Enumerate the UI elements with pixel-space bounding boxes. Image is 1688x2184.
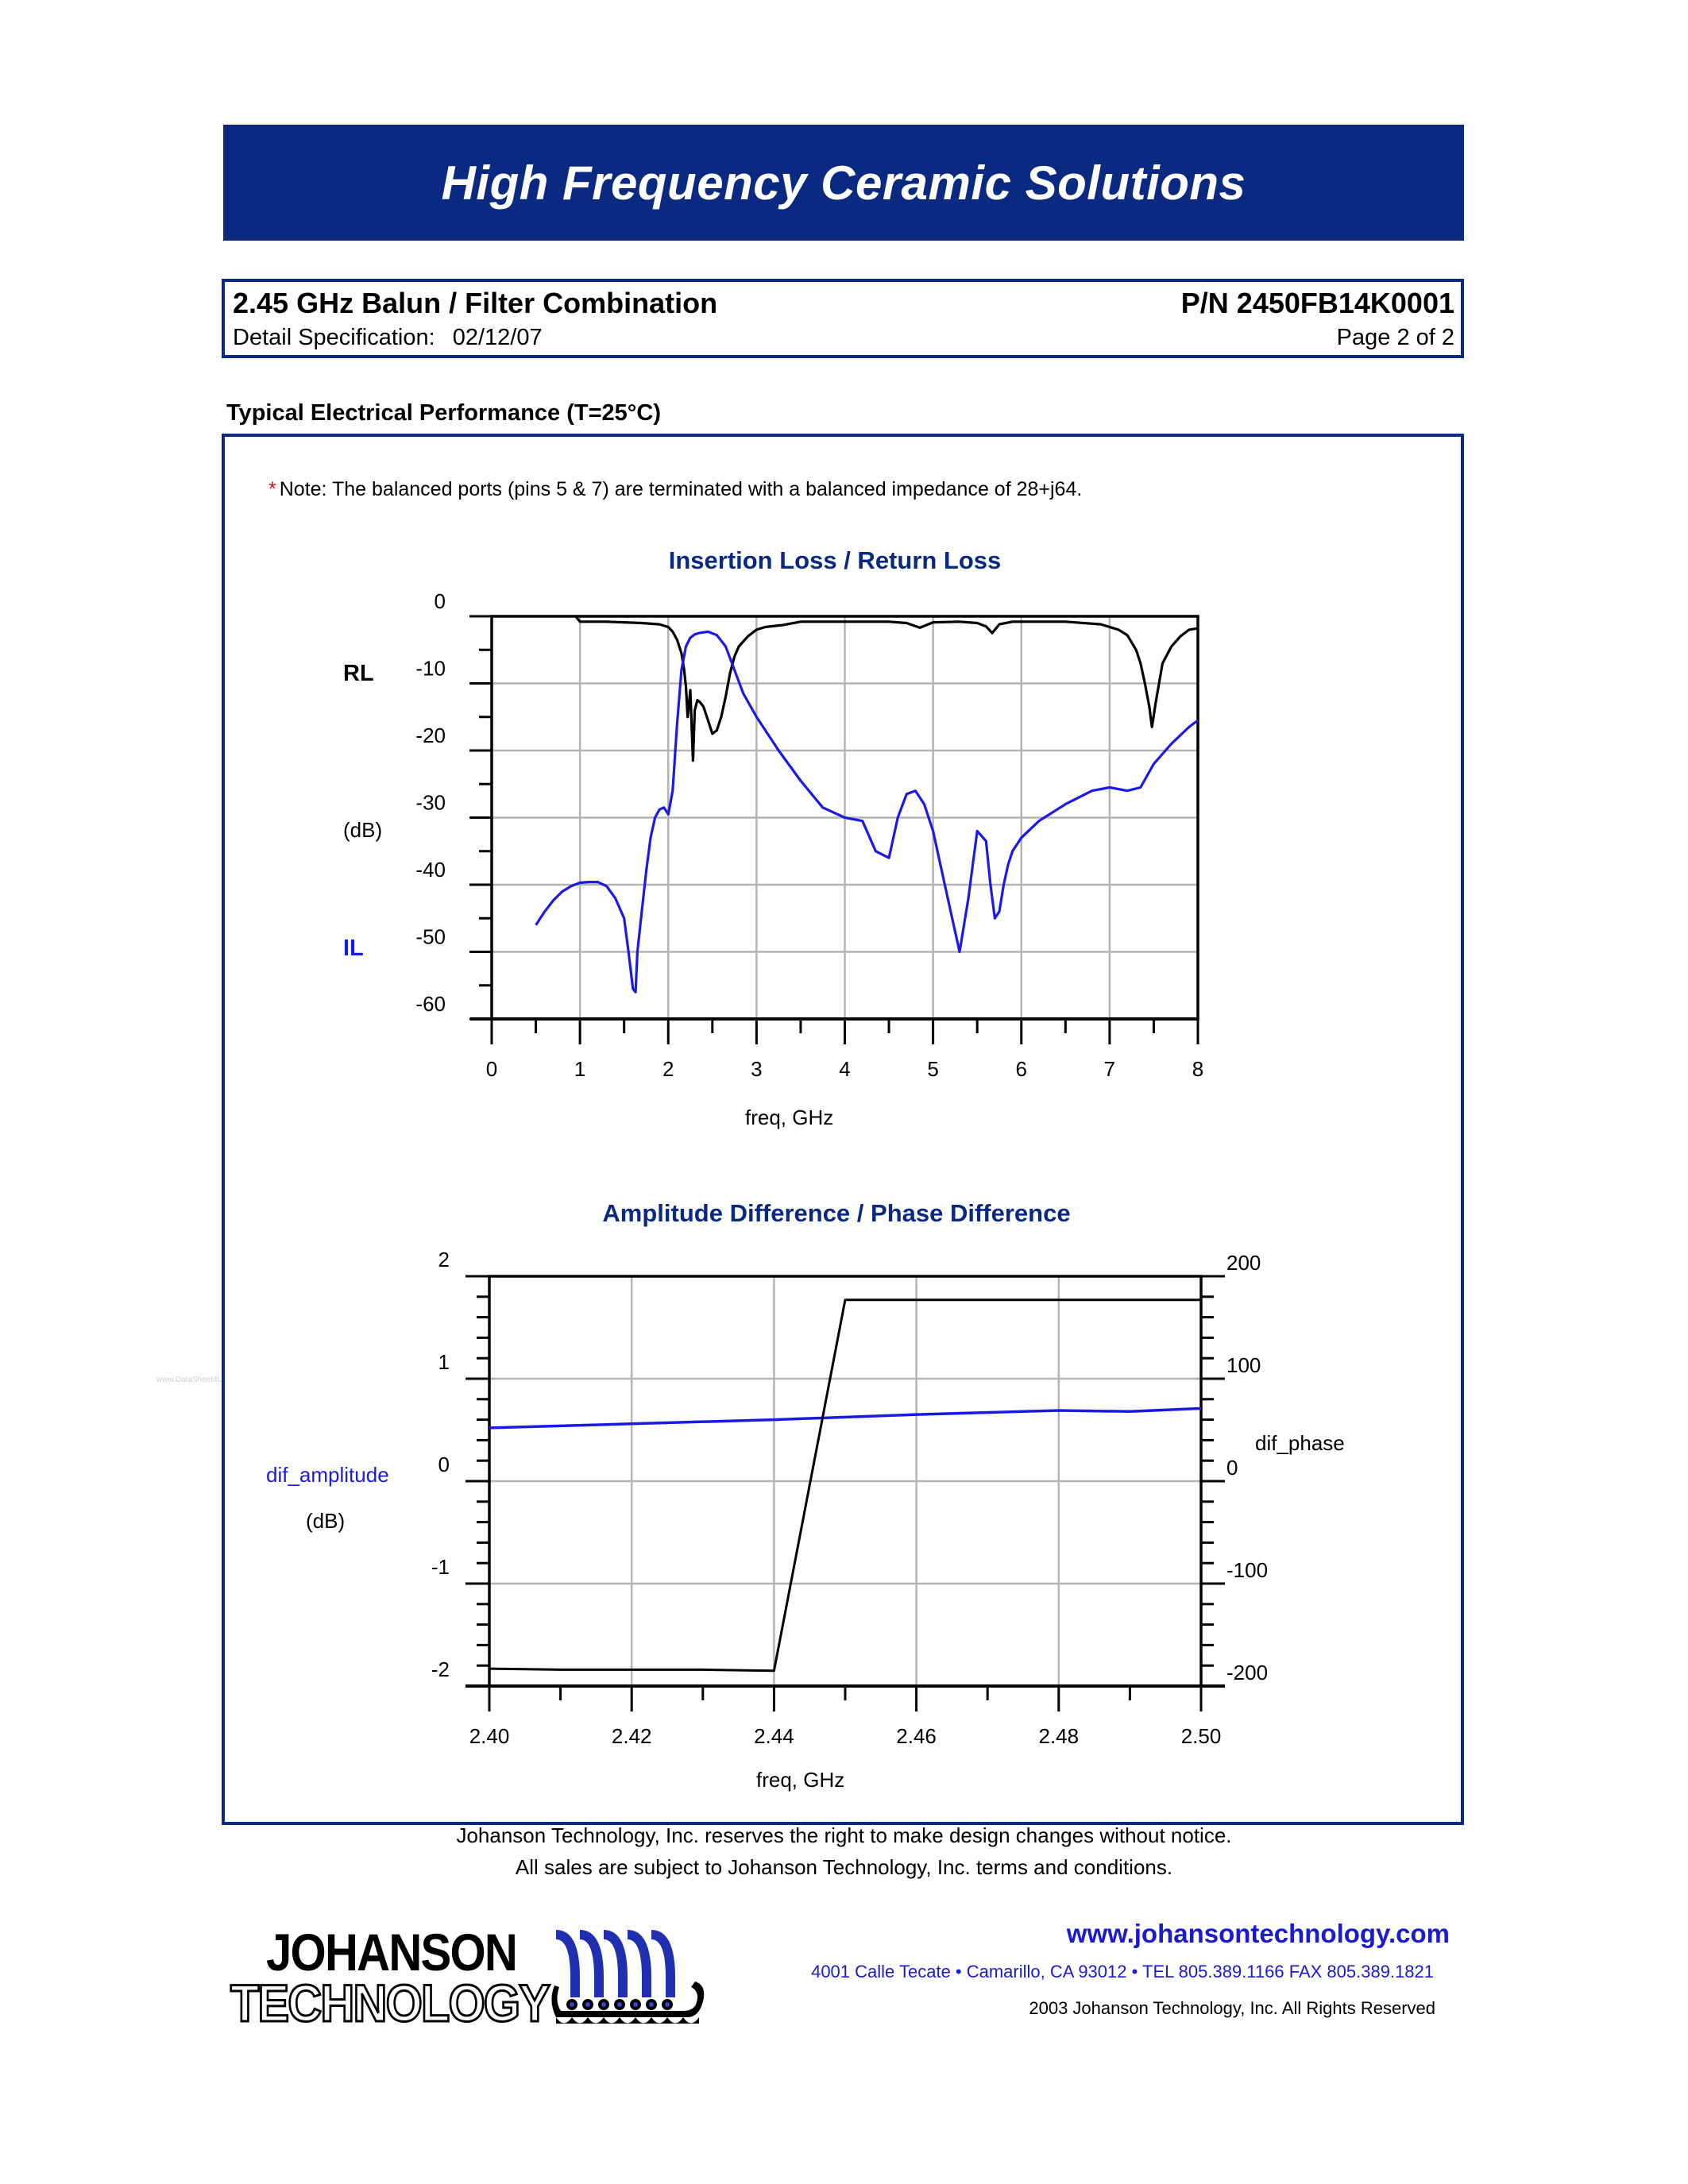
svg-text:-60: -60: [415, 992, 446, 1016]
disclaimer-line1: Johanson Technology, Inc. reserves the r…: [456, 1823, 1232, 1847]
spec-label: Detail Specification:: [233, 325, 435, 350]
banner-title: High Frequency Ceramic Solutions: [441, 156, 1246, 210]
chart2-ylabel-left: dif_amplitude: [266, 1463, 389, 1487]
svg-text:-20: -20: [415, 723, 446, 747]
svg-text:7: 7: [1104, 1057, 1115, 1081]
svg-text:0: 0: [1226, 1456, 1238, 1480]
disclaimer-line2: All sales are subject to Johanson Techno…: [515, 1855, 1173, 1879]
chart2-xlabel: freq, GHz: [756, 1768, 845, 1792]
svg-text:1: 1: [438, 1350, 450, 1374]
svg-text:2: 2: [438, 1248, 450, 1271]
svg-text:2.42: 2.42: [612, 1724, 652, 1748]
svg-text:0: 0: [486, 1057, 497, 1081]
chart1-xlabel: freq, GHz: [745, 1106, 834, 1129]
note-asterisk: *: [268, 478, 276, 500]
svg-text:3: 3: [751, 1057, 762, 1081]
svg-text:2.44: 2.44: [754, 1724, 794, 1748]
svg-text:2.50: 2.50: [1181, 1724, 1222, 1748]
copyright-notice: 2003 Johanson Technology, Inc. All Right…: [1029, 1998, 1435, 2018]
page-number: Page 2 of 2: [1336, 325, 1454, 350]
svg-text:-2: -2: [431, 1657, 450, 1681]
chart2-ylabel-left-unit: (dB): [306, 1509, 346, 1533]
svg-text:-200: -200: [1226, 1661, 1268, 1684]
chart1-title: Insertion Loss / Return Loss: [668, 546, 1002, 574]
spec-header-box: 2.45 GHz Balun / Filter Combination P/N …: [222, 279, 1464, 358]
svg-text:8: 8: [1192, 1057, 1203, 1081]
part-number: P/N 2450FB14K0001: [1180, 287, 1454, 319]
svg-text:4: 4: [839, 1057, 850, 1081]
svg-text:-40: -40: [415, 858, 446, 882]
section-title: Typical Electrical Performance (T=25°C): [226, 400, 661, 426]
product-title: 2.45 GHz Balun / Filter Combination: [233, 287, 718, 319]
svg-text:100: 100: [1226, 1353, 1261, 1377]
svg-text:-1: -1: [431, 1555, 450, 1579]
performance-box: * Note: The balanced ports (pins 5 & 7) a…: [222, 434, 1464, 1825]
company-website-link[interactable]: www.johansontechnology.com: [1066, 1919, 1450, 1948]
svg-text:2.48: 2.48: [1038, 1724, 1079, 1748]
spec-date: 02/12/07: [452, 325, 543, 350]
svg-text:2: 2: [662, 1057, 674, 1081]
svg-text:200: 200: [1226, 1251, 1261, 1275]
svg-text:0: 0: [435, 589, 446, 613]
svg-text:5: 5: [927, 1057, 938, 1081]
svg-text:-100: -100: [1226, 1558, 1268, 1582]
svg-text:0: 0: [438, 1453, 450, 1476]
svg-text:6: 6: [1016, 1057, 1027, 1081]
watermark: www.DataSheet4U.net: [156, 1376, 237, 1384]
il-label: IL: [343, 936, 364, 961]
svg-text:2.46: 2.46: [896, 1724, 937, 1748]
svg-text:-50: -50: [415, 925, 446, 949]
logo-word-johanson: JOHANSON: [266, 1923, 518, 1981]
chart2-title: Amplitude Difference / Phase Difference: [602, 1199, 1071, 1227]
amplitude-phase-difference-chart: 2 1 0 -1 -2 200 100 0 -100 -200 2.40 2.42 2.44 2.46 2.…: [431, 1248, 1268, 1748]
svg-text:1: 1: [574, 1057, 585, 1081]
johanson-logo: JOHANSON TECHNOLOGY: [230, 1922, 731, 2041]
svg-text:-30: -30: [415, 791, 446, 815]
page-banner: High Frequency Ceramic Solutions: [223, 125, 1464, 241]
rl-label: RL: [343, 661, 374, 686]
chart1-ylabel: (dB): [343, 818, 383, 842]
insertion-return-loss-chart: 0 -10 -20 -30 -40 -50 -60 0 1 2 3 4 5 6 7 8: [415, 589, 1203, 1081]
detail-specification: Detail Specification: 02/12/07: [233, 325, 543, 351]
viking-ship-icon: [551, 1930, 705, 2024]
chart2-ylabel-right: dif_phase: [1255, 1431, 1345, 1455]
termination-note: * Note: The balanced ports (pins 5 & 7) a…: [268, 478, 1082, 501]
logo-word-technology: TECHNOLOGY: [230, 1973, 552, 2034]
svg-text:2.40: 2.40: [469, 1724, 510, 1748]
svg-text:-10: -10: [415, 657, 446, 681]
company-address: 4001 Calle Tecate • Camarillo, CA 93012 …: [811, 1962, 1434, 1981]
note-text: Note: The balanced ports (pins 5 & 7) ar…: [279, 478, 1083, 500]
